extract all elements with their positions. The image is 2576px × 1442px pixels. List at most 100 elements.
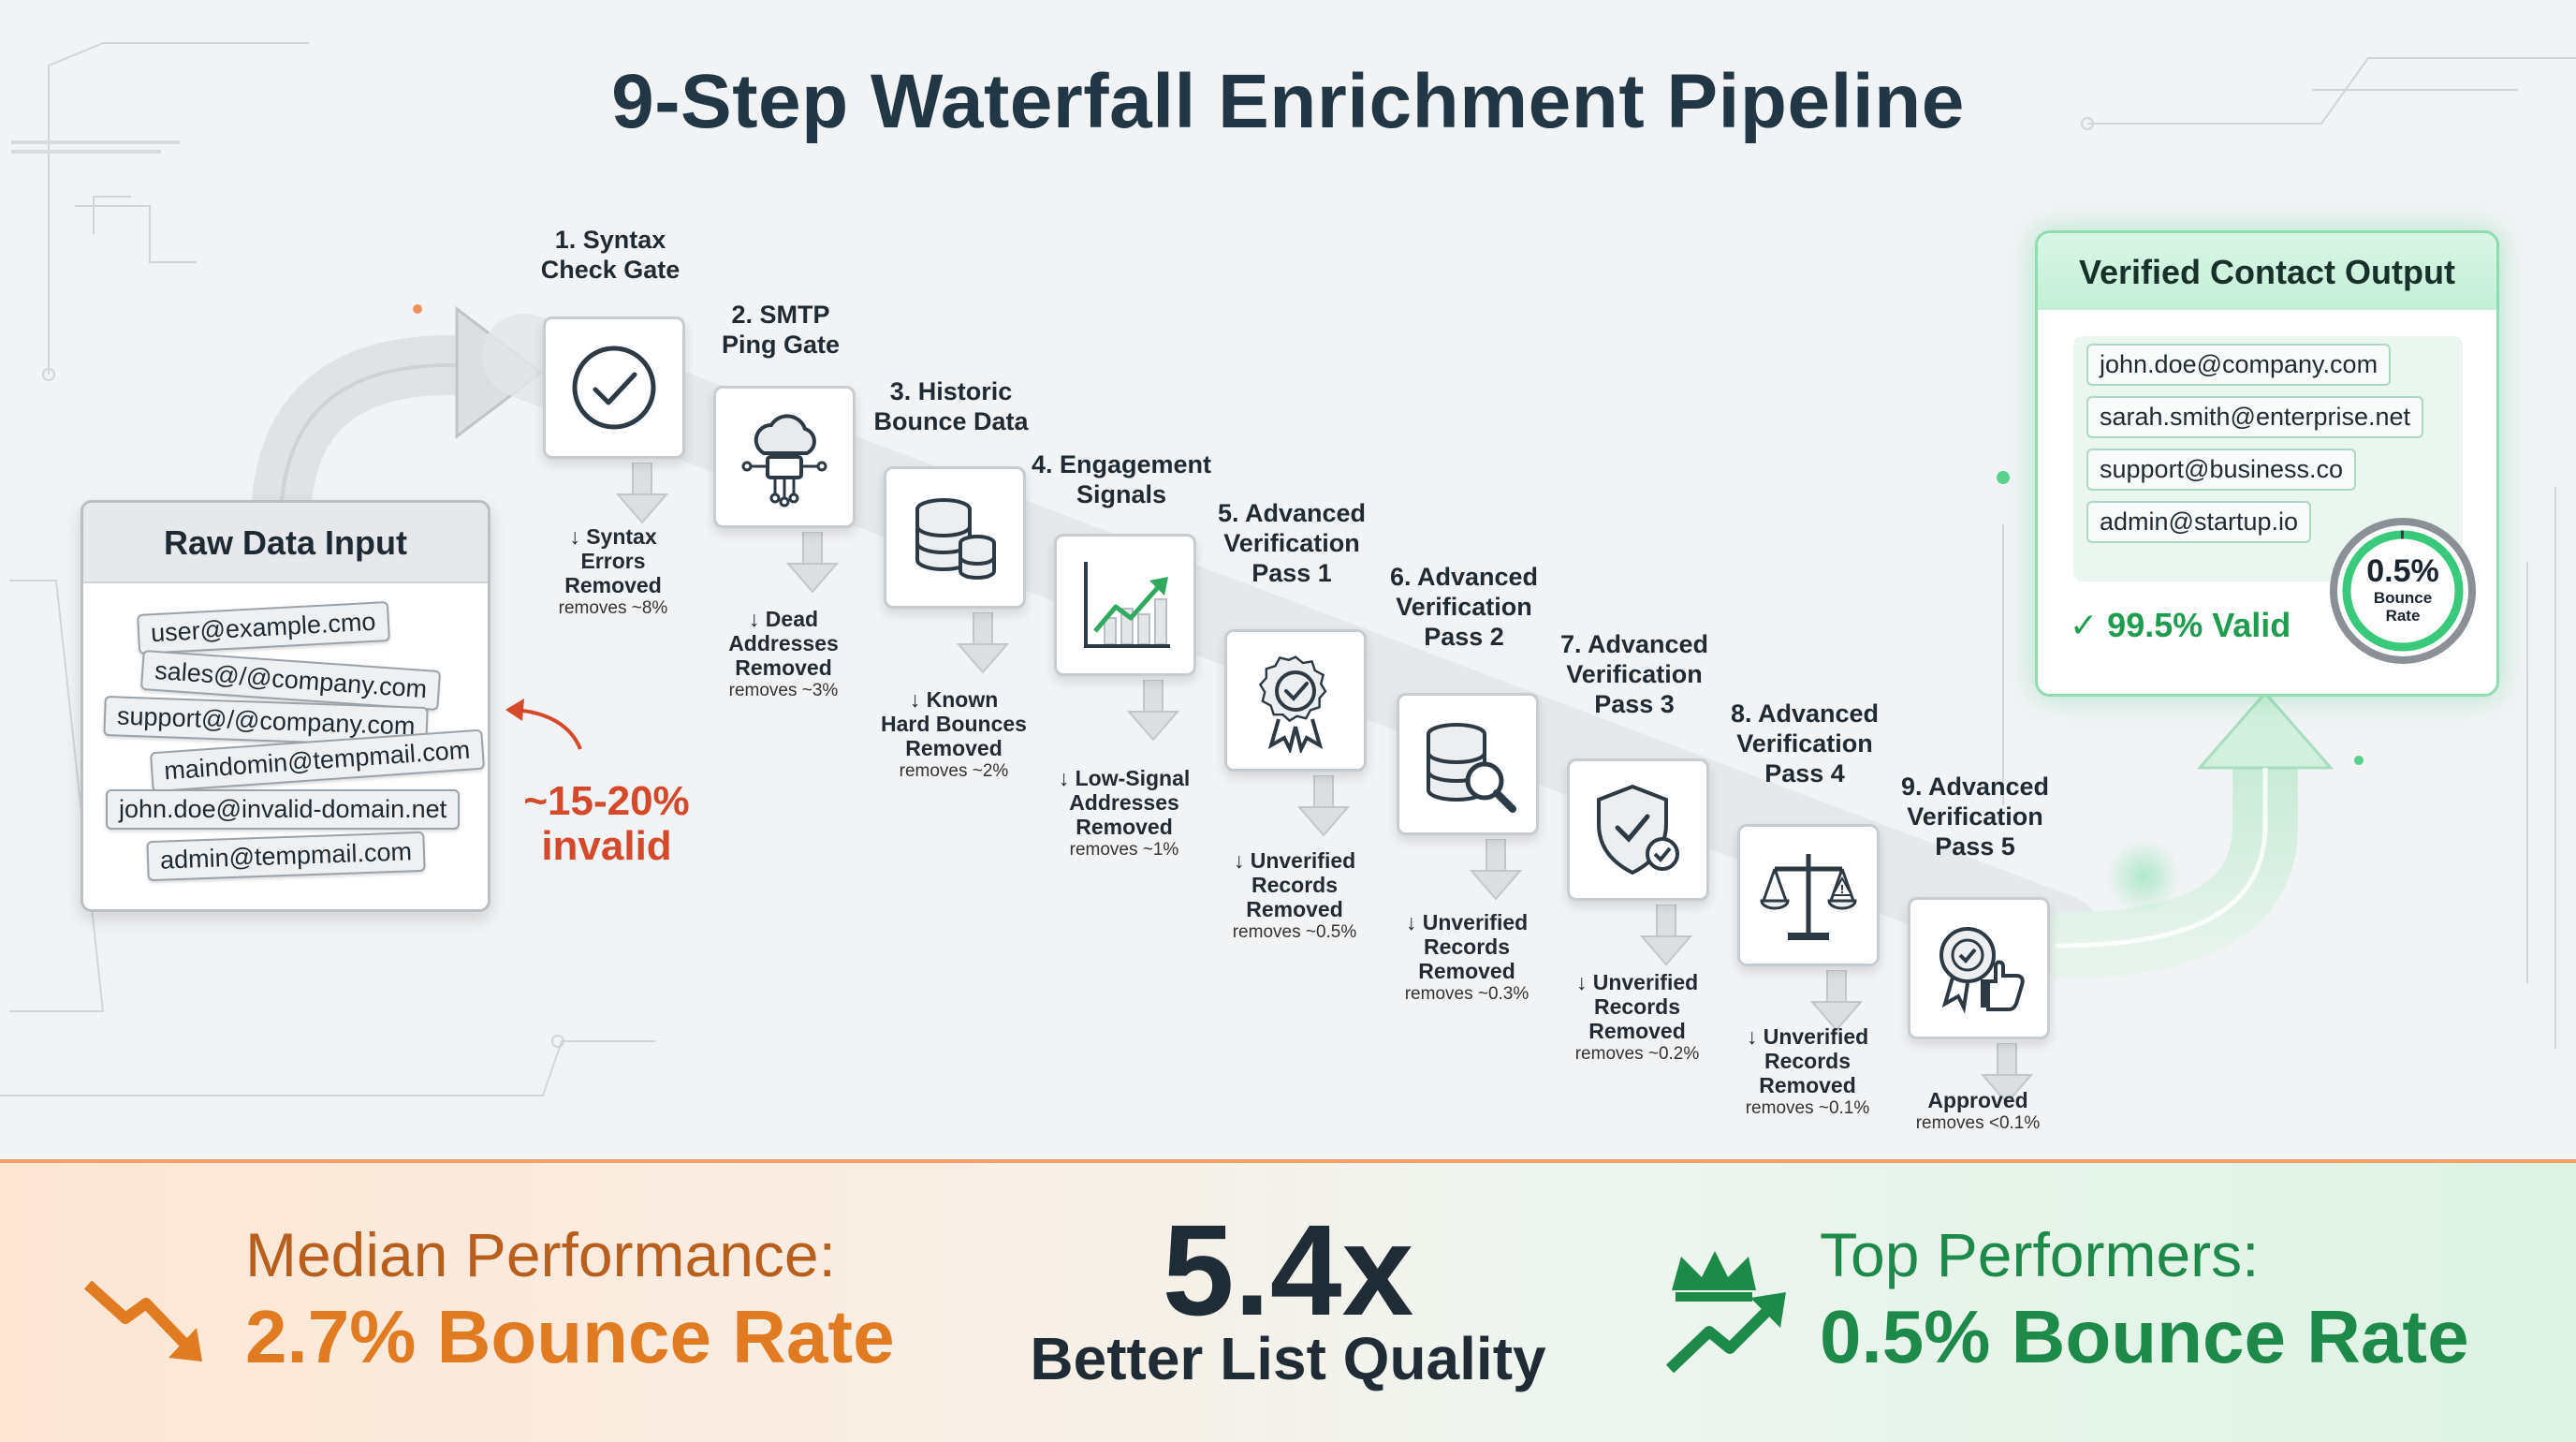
step-label-line: Pass 2 (1424, 623, 1504, 651)
step-label-line: 7. Advanced (1559, 630, 1709, 658)
step-box (884, 466, 1026, 609)
step-removed-label: ↓ Known Hard Bounces Removed (832, 687, 1076, 760)
svg-text:!: ! (1839, 883, 1844, 896)
step-removed-line: Removed (1076, 815, 1173, 839)
step-label-line: Verification (1907, 802, 2043, 831)
raw-email-chip: john.doe@invalid-domain.net (106, 789, 461, 830)
step-removed-line: ↓ Unverified (1575, 970, 1699, 994)
step-removed-line: Hard Bounces (881, 712, 1027, 736)
step-box (713, 386, 856, 528)
step-removed-line: Errors (580, 549, 646, 573)
step-box (1224, 629, 1367, 772)
trend-chart-icon (1084, 562, 1170, 648)
summary-footer: Median Performance: 2.7% Bounce Rate 5.4… (0, 1159, 2576, 1442)
page-title: 9-Step Waterfall Enrichment Pipeline (611, 59, 1965, 144)
database-search-icon (1427, 723, 1516, 813)
step-removed-line: Records (1764, 1049, 1852, 1073)
crown-trend-up-icon (1665, 1251, 1786, 1374)
step-removed-percent: removes ~0.5% (1232, 922, 1357, 942)
step-label: 4. Engagement Signals (962, 449, 1281, 509)
trend-down-icon (83, 1280, 202, 1361)
step-box (1397, 693, 1539, 835)
step-label-line: 8. Advanced (1730, 699, 1880, 728)
step-removed-note: ↓ Dead Addresses Removed removes ~3% (662, 607, 905, 702)
step-label: 7. Advanced Verification Pass 3 (1475, 629, 1793, 719)
check-circle-icon (572, 346, 656, 430)
output-email-chip: sarah.smith@enterprise.net (2086, 396, 2424, 438)
step-box (1908, 897, 2050, 1039)
median-label: Median Performance: (245, 1220, 836, 1289)
step-removed-line: Records (1251, 873, 1339, 897)
verified-output-panel: Verified Contact Output john.doe@company… (2035, 230, 2499, 697)
step-removed-note: ↓ Syntax Errors Removed removes ~8% (491, 524, 735, 620)
step-box (1054, 534, 1196, 676)
step-removed-line: Removed (1418, 959, 1515, 983)
step-down-arrow-icon (955, 611, 1011, 674)
step-down-arrow-icon (1295, 774, 1352, 837)
step-label: 2. SMTP Ping Gate (622, 300, 940, 360)
step-label-line: Verification (1566, 660, 1703, 688)
database-icon (915, 498, 996, 580)
step-removed-label: ↓ Unverified Records Removed (1515, 970, 1759, 1043)
raw-email-chip: user@example.cmo (137, 601, 390, 655)
step-down-arrow-icon (1638, 904, 1694, 966)
step-down-arrow-icon (784, 531, 841, 594)
step-removed-line: Removed (1588, 1019, 1686, 1043)
step-label-line: 9. Advanced (1900, 772, 2050, 801)
step-label-line: 4. Engagement (1031, 450, 1212, 478)
step-down-arrow-icon (1808, 969, 1865, 1032)
invalid-percent: ~15-20% (523, 778, 690, 824)
output-email-chip: john.doe@company.com (2086, 344, 2392, 386)
shield-check-icon (1597, 784, 1679, 876)
step-label-line: Pass 1 (1251, 559, 1332, 587)
step-removed-line: Records (1423, 934, 1511, 959)
step-label: 5. Advanced Verification Pass 1 (1133, 498, 1451, 588)
bounce-rate-label: Rate (2385, 607, 2421, 625)
step-removed-line: ↓ Unverified (1233, 848, 1356, 873)
step-label-line: 5. Advanced (1217, 499, 1367, 527)
step-removed-line: ↓ Unverified (1405, 910, 1529, 934)
output-email-chip: admin@startup.io (2086, 501, 2312, 543)
step-removed-percent: removes ~3% (728, 681, 839, 700)
step-down-arrow-icon (614, 462, 670, 524)
step-removed-line: ↓ Dead (748, 607, 819, 631)
output-email-chip: support@business.co (2086, 449, 2357, 491)
step-label-line: Verification (1736, 729, 1873, 758)
step-removed-line: Removed (735, 655, 832, 680)
step-removed-percent: removes <0.1% (1915, 1113, 2041, 1133)
step-box (1567, 758, 1709, 901)
step-label-line: 2. SMTP (731, 301, 830, 329)
step-removed-line: ↓ Unverified (1746, 1024, 1869, 1049)
step-removed-label: ↓ Unverified Records Removed (1686, 1024, 1929, 1097)
step-removed-label: ↓ Unverified Records Removed (1173, 848, 1416, 921)
step-removed-note: ↓ Known Hard Bounces Removed removes ~2% (832, 687, 1076, 783)
step-label-line: Verification (1223, 529, 1360, 557)
step-removed-label: Approved (1856, 1088, 2100, 1112)
step-removed-line: Removed (905, 736, 1003, 760)
step-removed-note: ↓ Unverified Records Removed removes ~0.2% (1515, 970, 1759, 1066)
step-label-line: 3. Historic (889, 377, 1013, 405)
step-down-arrow-icon (1979, 1042, 2035, 1105)
step-down-arrow-icon (1125, 679, 1181, 742)
raw-email-chip: admin@tempmail.com (146, 831, 426, 882)
bounce-rate-value: 0.5% (2366, 553, 2439, 589)
step-removed-label: ↓ Syntax Errors Removed (491, 524, 735, 597)
raw-data-title: Raw Data Input (83, 503, 488, 583)
cloud-network-icon (741, 414, 827, 508)
approval-badge-icon (1939, 927, 2025, 1014)
step-label: 3. Historic Bounce Data (792, 376, 1110, 436)
step-label-line: 6. Advanced (1389, 563, 1539, 591)
step-down-arrow-icon (1468, 838, 1524, 901)
step-removed-line: Addresses (1069, 790, 1179, 815)
output-title: Verified Contact Output (2038, 233, 2496, 310)
step-label: 9. Advanced Verification Pass 5 (1816, 772, 2134, 861)
median-value: 2.7% Bounce Rate (245, 1295, 895, 1378)
step-removed-percent: removes ~8% (558, 598, 668, 618)
top-performers-value: 0.5% Bounce Rate (1820, 1295, 2469, 1378)
step-removed-percent: removes ~2% (899, 761, 1009, 781)
step-removed-percent: removes ~0.2% (1574, 1044, 1700, 1064)
step-label-line: 1. Syntax (554, 226, 666, 254)
step-removed-line: ↓ Low-Signal (1058, 766, 1191, 790)
bounce-rate-badge-icon (2330, 518, 2476, 664)
step-removed-percent: removes ~0.1% (1745, 1098, 1870, 1118)
